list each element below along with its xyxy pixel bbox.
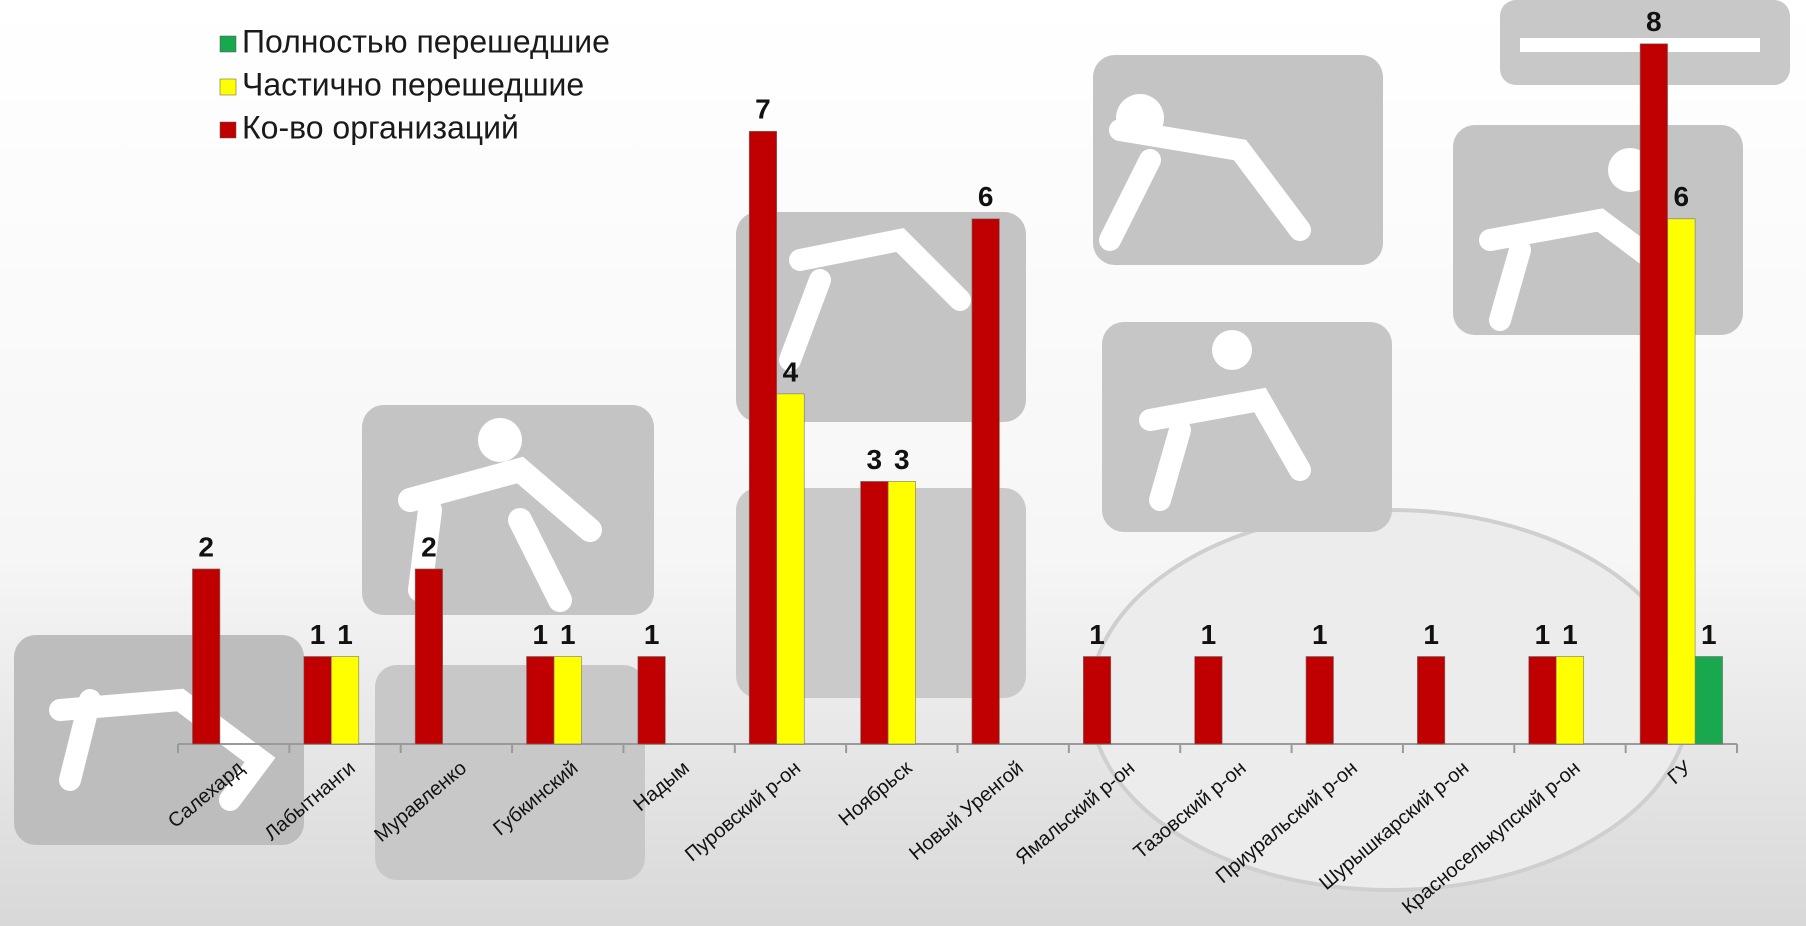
data-label: 1 — [1562, 619, 1578, 650]
bar — [1194, 656, 1223, 745]
bar — [1555, 656, 1585, 745]
bar — [1528, 656, 1557, 745]
data-label: 1 — [1312, 619, 1328, 650]
data-label: 1 — [1201, 619, 1217, 650]
bar — [1082, 656, 1112, 745]
bar — [887, 481, 916, 745]
bar — [526, 656, 555, 745]
legend-label: Ко-во организаций — [242, 109, 519, 145]
data-label: 8 — [1646, 6, 1662, 37]
legend-label: Полностью перешедшие — [242, 23, 610, 59]
data-label: 1 — [560, 619, 576, 650]
data-label: 1 — [1089, 619, 1105, 650]
legend-swatch — [219, 78, 237, 96]
data-label: 1 — [1701, 619, 1717, 650]
data-label: 3 — [867, 444, 883, 475]
bar — [860, 481, 889, 745]
legend: Полностью перешедшие Частично перешедшие К… — [219, 23, 610, 145]
plot-area: Салехард2Лабытнанги11Муравленко2Губкинск… — [164, 6, 1738, 919]
data-label: 1 — [337, 619, 353, 650]
bar — [303, 656, 332, 745]
data-label: 1 — [644, 619, 660, 650]
bar — [748, 130, 778, 745]
bar — [330, 656, 360, 745]
bar — [1694, 656, 1723, 745]
data-label: 2 — [421, 531, 437, 562]
data-label: 6 — [978, 181, 994, 212]
data-label: 4 — [783, 356, 799, 387]
bar — [553, 656, 582, 745]
bar — [637, 656, 666, 745]
data-label: 1 — [1535, 619, 1551, 650]
bar — [1639, 43, 1668, 745]
data-label: 1 — [532, 619, 548, 650]
legend-label: Частично перешедшие — [242, 66, 584, 102]
bar — [1305, 656, 1334, 745]
bar — [192, 568, 221, 745]
bar — [414, 568, 443, 745]
legend-swatch — [219, 35, 237, 53]
legend-swatch — [219, 121, 237, 139]
bar — [971, 218, 1000, 745]
data-label: 1 — [1423, 619, 1439, 650]
data-label: 2 — [198, 531, 214, 562]
bar — [776, 393, 805, 745]
data-label: 1 — [310, 619, 326, 650]
bar — [1667, 218, 1696, 745]
bar — [1417, 656, 1446, 745]
data-label: 3 — [894, 444, 910, 475]
data-label: 6 — [1674, 181, 1690, 212]
data-label: 7 — [755, 94, 771, 125]
